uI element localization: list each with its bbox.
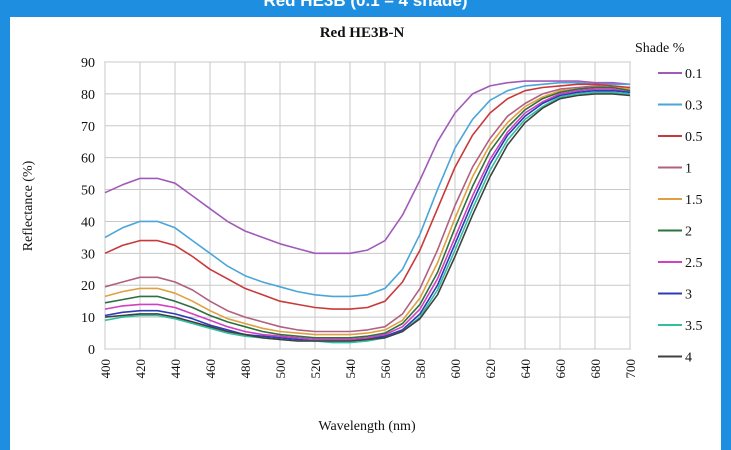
legend-label: 3.5: [685, 319, 703, 334]
series-line-4: [104, 93, 631, 342]
legend-label: 3: [685, 288, 692, 303]
y-tick-label: 70: [81, 120, 95, 135]
series-line-3-5: [104, 91, 631, 344]
series-line-0-5: [104, 83, 631, 310]
legend-label: 0.3: [685, 99, 703, 114]
y-tick-label: 50: [81, 184, 95, 199]
legend-label: 0.1: [685, 67, 703, 82]
y-tick-labels: 0 10 20 30 40 50 60 70 80 90: [81, 56, 95, 358]
legend-label: 2.5: [685, 256, 703, 271]
y-tick-label: 40: [81, 215, 95, 230]
chart-panel: Red HE3B-N 0 10 20 30 40 50 60 70 80 90 400 420 440…: [10, 17, 721, 450]
legend-label: 1: [685, 162, 692, 177]
x-tick-label: 560: [378, 359, 393, 379]
legend-label: 1.5: [685, 193, 703, 208]
x-tick-label: 680: [588, 359, 603, 379]
x-tick-label: 540: [343, 359, 358, 379]
series-line-1: [104, 85, 631, 333]
x-tick-label: 500: [273, 359, 288, 379]
legend-label: 2: [685, 225, 692, 240]
y-axis-label: Reflectance (%): [21, 160, 36, 251]
series-line-2-5: [104, 88, 631, 341]
series-line-2: [104, 86, 631, 339]
x-tick-label: 580: [413, 359, 428, 379]
x-tick-label: 460: [203, 359, 218, 379]
y-tick-label: 0: [88, 343, 95, 358]
x-tick-label: 640: [518, 359, 533, 379]
y-tick-label: 90: [81, 56, 95, 71]
x-tick-label: 440: [168, 359, 183, 379]
series-line-0-3: [104, 81, 630, 298]
legend-title: Shade %: [635, 41, 685, 56]
x-tick-label: 700: [623, 359, 638, 379]
legend-label: 4: [685, 351, 692, 366]
x-tick-label: 480: [238, 359, 253, 379]
x-tick-label: 420: [133, 359, 148, 379]
legend-label: 0.5: [685, 130, 703, 145]
x-tick-label: 600: [448, 359, 463, 379]
chart-title: Red HE3B-N: [320, 25, 405, 41]
plot-area: [104, 61, 631, 350]
y-tick-label: 80: [81, 88, 95, 103]
x-tick-label: 400: [98, 359, 113, 379]
legend: 0.1 0.3 0.5 1 1.5 2 2.5 3 3.5 4: [658, 67, 703, 366]
x-tick-labels: 400 420 440 460 480 500 520 540 560 580 600 620 640 6…: [98, 359, 638, 379]
y-tick-label: 30: [81, 247, 95, 262]
y-tick-label: 60: [81, 152, 95, 167]
series-lines: [104, 80, 631, 344]
top-caption: Red HE3B (0.1 – 4 shade): [263, 0, 468, 10]
series-line-1-5: [104, 86, 631, 336]
x-tick-label: 660: [553, 359, 568, 379]
x-tick-label: 620: [483, 359, 498, 379]
series-line-0-1: [104, 80, 631, 255]
x-tick-label: 520: [308, 359, 323, 379]
x-axis-label: Wavelength (nm): [318, 419, 416, 434]
y-tick-label: 10: [81, 311, 95, 326]
y-tick-label: 20: [81, 279, 95, 294]
